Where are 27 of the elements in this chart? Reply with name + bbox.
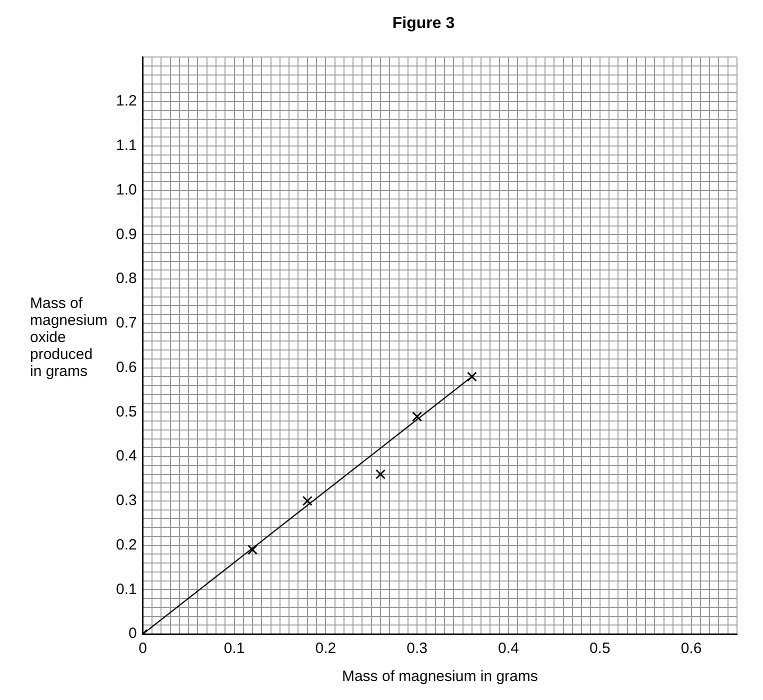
- chart-title: Figure 3: [392, 15, 455, 32]
- point: [466, 372, 477, 382]
- y-tick-label: 0.5: [116, 403, 137, 420]
- point: [302, 496, 312, 506]
- y-tick-label: 0.4: [116, 448, 137, 465]
- y-axis-title: Mass of magnesium oxide produced in grams: [30, 295, 108, 380]
- x-tick-label: 0.5: [589, 640, 610, 658]
- x-tick-label: 0.4: [498, 640, 519, 658]
- y-tick-label: 0: [128, 625, 137, 642]
- point: [376, 469, 386, 480]
- y-tick-label: 1.0: [116, 181, 137, 198]
- y-tick-label: 0.7: [116, 314, 137, 332]
- point: [248, 544, 258, 555]
- y-tick-label: 1.1: [116, 137, 137, 154]
- y-tick-label: 0.1: [116, 580, 137, 598]
- x-tick-label: 0.3: [406, 640, 428, 658]
- x-tick-label: 0.6: [680, 640, 702, 658]
- y-tick-label: 0.6: [116, 358, 137, 376]
- y-tick-label: 0.2: [116, 536, 137, 554]
- y-tick-label: 1.2: [116, 92, 137, 110]
- x-axis-title: Mass of magnesium in grams: [342, 668, 538, 686]
- y-tick-label: 0.3: [116, 492, 137, 510]
- x-tick-label: 0.2: [315, 640, 336, 658]
- y-tick-label: 0.8: [116, 270, 137, 288]
- point: [412, 412, 422, 422]
- y-tick-label: 0.9: [116, 226, 137, 243]
- x-tick-label: 0.1: [224, 640, 245, 658]
